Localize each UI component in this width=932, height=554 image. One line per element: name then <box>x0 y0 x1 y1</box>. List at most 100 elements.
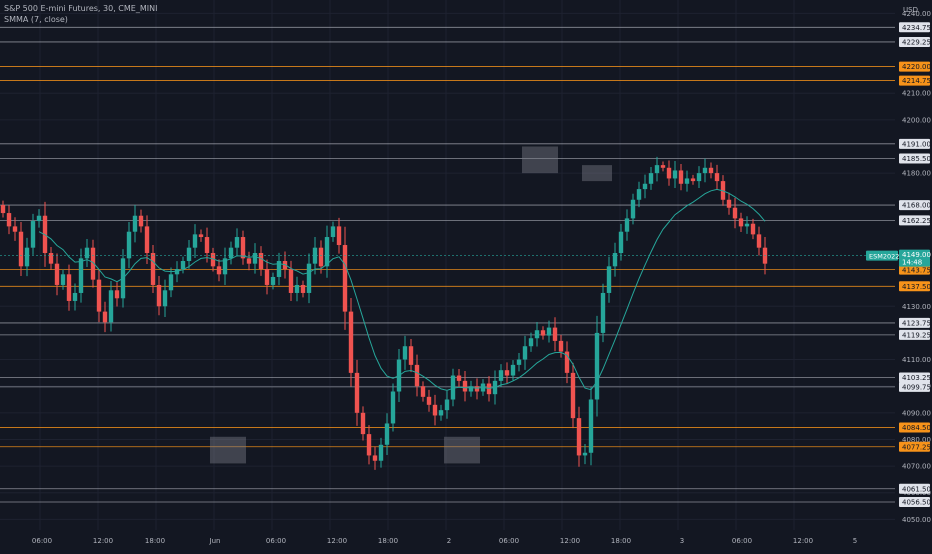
candle <box>744 223 750 227</box>
candle <box>552 327 558 341</box>
candle <box>138 215 144 227</box>
level-price-badge <box>899 138 930 149</box>
candle <box>144 226 150 254</box>
level-price-label: 4099.75 <box>902 383 931 391</box>
indicator-label: SMMA (7, close) <box>4 15 68 24</box>
price-tick-label: 4210.00 <box>902 90 931 98</box>
currency-label: USD <box>903 6 918 14</box>
candle <box>432 404 438 416</box>
candle <box>390 391 396 424</box>
candle <box>600 292 606 333</box>
time-tick-label: 12:00 <box>560 537 580 545</box>
candle <box>708 167 714 174</box>
candle <box>312 247 318 264</box>
level-price-label: 4137.50 <box>902 283 931 291</box>
candle <box>522 346 528 360</box>
price-tick-label: 4070.00 <box>902 463 931 471</box>
candle <box>612 253 618 267</box>
candle <box>126 231 132 259</box>
level-price-badge <box>899 441 930 452</box>
candle <box>474 386 480 392</box>
price-tick-label: 4110.00 <box>902 356 931 364</box>
level-price-label: 4191.00 <box>902 140 931 148</box>
time-tick-label: 12:00 <box>327 537 347 545</box>
candle <box>702 167 708 174</box>
symbol-badge <box>866 250 898 261</box>
level-price-badge <box>899 329 930 340</box>
level-price-badge <box>899 215 930 226</box>
time-tick-label: 12:00 <box>93 537 113 545</box>
candle <box>348 311 354 373</box>
level-price-badge <box>899 61 930 72</box>
candle <box>606 266 612 293</box>
candle <box>258 253 264 269</box>
grid <box>0 0 895 530</box>
candle <box>276 261 282 277</box>
price-tick-label: 4130.00 <box>902 303 931 311</box>
current-price-label: 4149.00 <box>902 251 931 259</box>
candle <box>96 279 102 312</box>
candle <box>528 338 534 347</box>
candle <box>78 258 84 293</box>
time-axis-bg <box>0 530 932 550</box>
candle <box>306 263 312 293</box>
time-axis[interactable]: 06:00 12:00 18:00 Jun 06:00 12:00 18:00 2 06:00 1… <box>0 530 932 550</box>
candle <box>330 226 336 238</box>
candle <box>570 372 576 419</box>
candle <box>12 226 18 232</box>
time-tick-label: 18:00 <box>378 537 398 545</box>
candle <box>24 247 30 267</box>
candle <box>624 218 630 232</box>
candle <box>660 165 666 168</box>
level-price-badge <box>899 264 930 275</box>
candle <box>558 340 564 352</box>
level-price-label: 4077.25 <box>902 443 931 451</box>
level-price-badge <box>899 497 930 508</box>
highlight-zone <box>522 146 558 174</box>
candle <box>192 234 198 248</box>
candle <box>252 253 258 264</box>
candle <box>594 332 600 400</box>
candle <box>186 247 192 262</box>
candle <box>750 223 756 235</box>
level-price-label: 4084.50 <box>902 424 931 432</box>
candle <box>372 455 378 461</box>
candle <box>384 423 390 445</box>
candle <box>360 412 366 435</box>
price-tick-label: 4090.00 <box>902 409 931 417</box>
symbol-badge-label: ESM2022 <box>869 252 899 260</box>
candle <box>414 364 420 387</box>
level-price-badge <box>899 22 930 33</box>
time-tick-label: Jun <box>209 537 221 545</box>
time-tick-label: 2 <box>447 537 451 545</box>
candle <box>510 364 516 376</box>
candle <box>288 268 294 293</box>
level-price-label: 4061.50 <box>902 485 931 493</box>
candle <box>630 199 636 219</box>
candle <box>180 261 186 269</box>
candle <box>690 178 696 182</box>
chart-legend: S&P 500 E-mini Futures, 30, CME_MINI SMM… <box>4 3 157 25</box>
candle <box>540 330 546 336</box>
candle <box>534 330 540 339</box>
level-price-label: 4168.00 <box>902 202 931 210</box>
candle <box>36 215 42 222</box>
level-price-label: 4119.25 <box>902 332 931 340</box>
candle <box>684 178 690 184</box>
time-tick-label: 18:00 <box>145 537 165 545</box>
level-price-label: 4143.75 <box>902 266 931 274</box>
highlight-zone <box>444 436 480 464</box>
level-price-label: 4220.00 <box>902 63 931 71</box>
level-price-badge <box>899 317 930 328</box>
level-price-badge <box>899 281 930 292</box>
candle <box>756 234 762 248</box>
candle <box>408 346 414 365</box>
candle <box>582 452 588 456</box>
level-price-badge <box>899 422 930 433</box>
candle <box>240 237 246 259</box>
candle <box>48 253 54 264</box>
candle <box>60 274 66 285</box>
